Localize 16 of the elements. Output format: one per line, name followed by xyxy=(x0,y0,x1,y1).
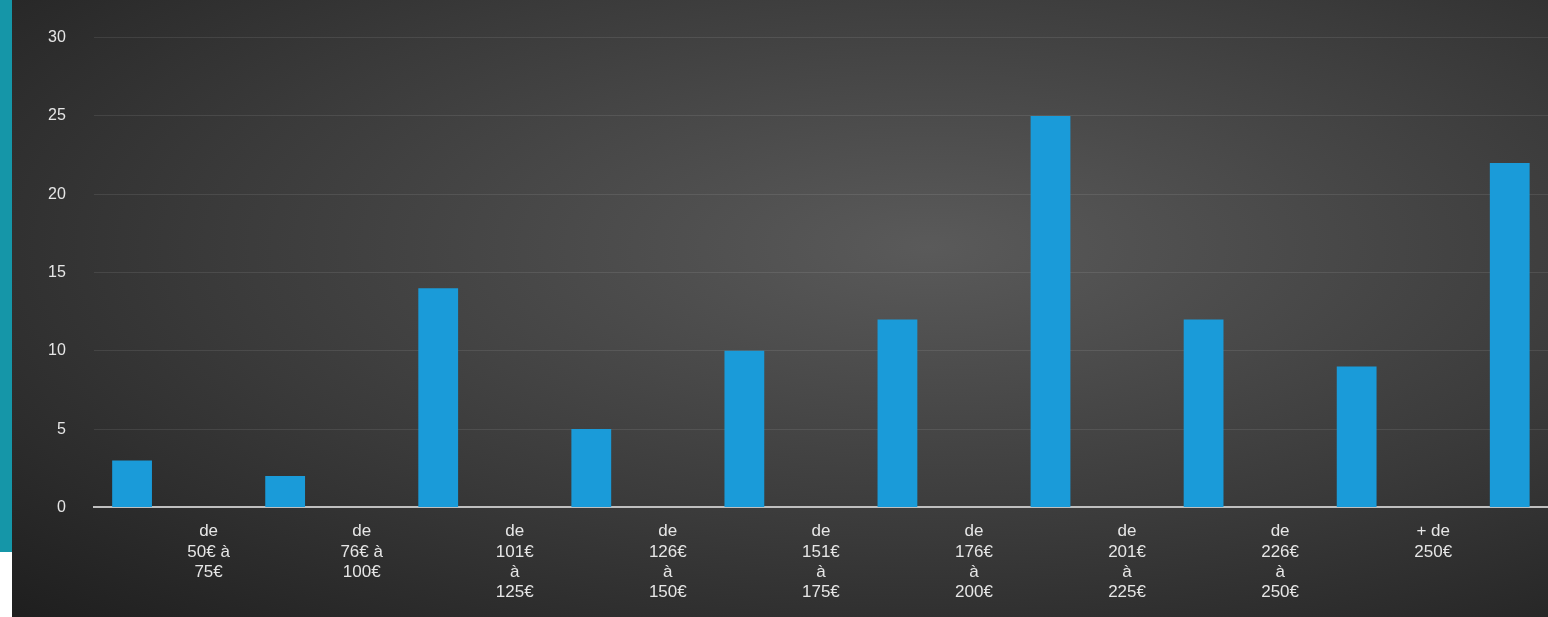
x-tick-label: de 50€ à 75€ xyxy=(187,521,231,582)
x-tick-label: de 176€ à 200€ xyxy=(955,521,994,602)
y-tick-label: 10 xyxy=(48,341,66,359)
x-tick-label: de 76€ à 100€ xyxy=(340,521,384,582)
y-tick-label: 20 xyxy=(48,184,66,202)
x-tick-label: de 101€ à 125€ xyxy=(495,521,535,602)
x-tick-label: de 201€ à 225€ xyxy=(1108,521,1147,602)
y-tick-label: 30 xyxy=(48,28,66,46)
x-tick-label: de 226€ à 250€ xyxy=(1261,521,1300,602)
y-tick-label: 25 xyxy=(48,106,66,124)
x-tick-label: de 151€ à 175€ xyxy=(801,521,841,602)
x-tick-label: de 126€ à 150€ xyxy=(648,521,688,602)
y-tick-label: 0 xyxy=(56,497,66,515)
y-tick-label: 5 xyxy=(56,419,66,437)
x-tick-label: + de 250€ xyxy=(1414,521,1453,561)
y-tick-label: 15 xyxy=(48,262,66,280)
